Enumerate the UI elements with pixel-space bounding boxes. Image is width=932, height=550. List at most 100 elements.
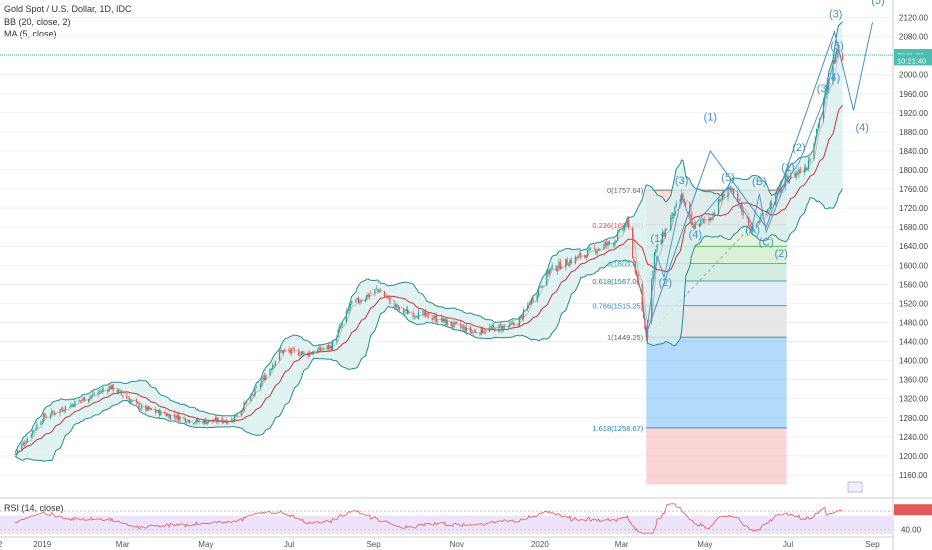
y-tick-label: 1240.00: [899, 433, 928, 442]
candle-body: [738, 198, 740, 205]
candle-body: [664, 229, 666, 238]
candle-body: [736, 193, 739, 201]
candle-body: [720, 199, 722, 201]
candle-body: [88, 398, 90, 402]
y-tick-label: 1400.00: [899, 357, 928, 366]
candle-body: [232, 420, 234, 421]
candle-body: [149, 408, 151, 410]
candle-body: [387, 297, 390, 298]
candle-body: [366, 294, 368, 300]
wave-label: (4): [827, 72, 840, 84]
candle-body: [482, 327, 484, 334]
candle-body: [308, 352, 311, 357]
fib-zone-extension: [646, 427, 787, 485]
candle-body: [293, 349, 296, 351]
candle-body: [721, 192, 724, 200]
candle-body: [730, 186, 732, 190]
candle-body: [795, 172, 797, 178]
candle-body: [299, 354, 301, 356]
candle-body: [701, 219, 703, 221]
candle-body: [90, 395, 92, 397]
chart-legend-ma: MA (5, close): [4, 29, 57, 39]
candle-body: [777, 189, 780, 190]
y-tick-label: 1680.00: [899, 223, 928, 232]
candle-body: [359, 301, 361, 304]
candle-body: [584, 254, 586, 258]
candle-body: [452, 325, 454, 327]
candle-body: [216, 417, 218, 423]
candle-body: [278, 350, 281, 360]
candle-body: [757, 221, 759, 223]
candle-body: [71, 404, 73, 406]
candle-body: [750, 226, 752, 231]
candle-body: [83, 396, 86, 402]
y-tick-label: 1280.00: [899, 414, 928, 423]
wave-label: (3): [817, 83, 830, 95]
candle-body: [25, 442, 27, 444]
candle-body: [453, 321, 455, 328]
candle-body: [471, 331, 473, 333]
candle-body: [404, 311, 406, 313]
candle-body: [100, 391, 102, 393]
candle-body: [597, 248, 600, 251]
candle-body: [450, 320, 452, 326]
candle-body: [656, 244, 658, 250]
candle-body: [685, 202, 687, 205]
candle-body: [536, 294, 538, 301]
rsi-pane: 40.0080.00: [0, 497, 932, 534]
candle-body: [393, 303, 395, 305]
candle-body: [188, 420, 191, 424]
candle-body: [187, 419, 189, 422]
candle-body: [32, 430, 34, 435]
candle-body: [437, 321, 439, 323]
x-tick-label: 2019: [33, 540, 51, 549]
candle-body: [154, 409, 157, 413]
candle-body: [98, 391, 101, 393]
candle-body: [74, 400, 76, 408]
candle-body: [771, 202, 773, 206]
candle-body: [326, 345, 328, 349]
candle-body: [502, 325, 504, 332]
candle-body: [431, 317, 433, 320]
y-tick-label: 1920.00: [899, 109, 928, 118]
ma-line: [14, 55, 843, 455]
candle-body: [82, 397, 84, 400]
candle-body: [351, 301, 353, 305]
candle-body: [116, 390, 118, 393]
candle-body: [813, 144, 815, 160]
candle-body: [786, 175, 788, 177]
candle-body: [284, 349, 286, 351]
candle-body: [480, 326, 482, 335]
candle-body: [618, 229, 620, 232]
candle-body: [441, 317, 443, 323]
y-tick-label: 1520.00: [899, 299, 928, 308]
candle-body: [472, 331, 474, 334]
candle-body: [261, 380, 263, 385]
candle-body: [52, 411, 54, 413]
candle-body: [607, 241, 609, 246]
candle-body: [636, 273, 638, 275]
candle-body: [766, 209, 769, 213]
candle-body: [413, 316, 416, 317]
candle-body: [14, 454, 16, 455]
candle-body: [41, 420, 43, 423]
candle-body: [195, 418, 197, 423]
y-tick-label: 1560.00: [899, 280, 928, 289]
x-tick-label: 2020: [531, 540, 549, 549]
candle-body: [798, 169, 800, 175]
candle-body: [551, 264, 553, 269]
candle-body: [272, 365, 274, 370]
candle-body: [732, 189, 735, 195]
candle-body: [577, 255, 579, 259]
candle-body: [832, 60, 834, 84]
candle-body: [708, 218, 710, 222]
candle-body: [509, 322, 511, 327]
candle-body: [799, 169, 801, 172]
candle-body: [483, 332, 485, 334]
candle-body: [622, 228, 624, 231]
candle-body: [653, 252, 656, 270]
x-tick-label: Jul: [783, 540, 793, 549]
x-tick-label: May: [697, 540, 712, 549]
candle-body: [292, 347, 294, 349]
